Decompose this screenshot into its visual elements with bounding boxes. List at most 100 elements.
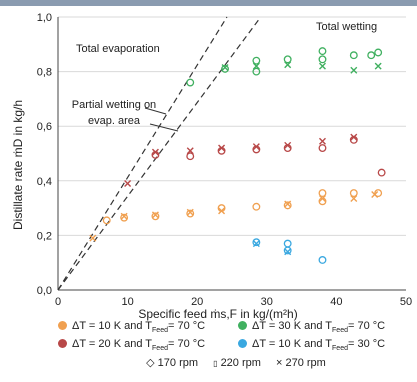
data-point-circle xyxy=(374,48,383,57)
x-tick-label: 50 xyxy=(400,296,412,308)
annotation-text: Partial wetting on xyxy=(72,99,156,111)
data-point-circle xyxy=(367,51,376,60)
y-tick-label: 0,0 xyxy=(37,285,52,297)
data-point-circle xyxy=(283,239,292,248)
legend-swatch xyxy=(238,321,247,330)
legend-label: ΔT = 30 K and T xyxy=(252,320,333,332)
data-point-circle xyxy=(151,212,160,221)
data-point-cross xyxy=(252,143,260,151)
data-point-stroke xyxy=(284,248,292,256)
legend-row-2: ΔT = 20 K and TFeed= 70 °C ΔT = 10 K and… xyxy=(58,338,414,354)
data-point-circle xyxy=(283,55,292,64)
x-axis-label: Specific feed ṁs,F in kg/(m²h) xyxy=(138,307,297,321)
x-tick-label: 10 xyxy=(121,296,133,308)
data-point-circle xyxy=(318,144,327,152)
legend-swatch xyxy=(238,339,247,348)
reference-lines xyxy=(57,16,262,291)
data-point-circle xyxy=(252,67,261,76)
data-point-cross xyxy=(124,180,132,188)
data-point-cross xyxy=(186,208,194,216)
data-point-cross xyxy=(284,141,292,149)
data-point-cross xyxy=(252,240,260,248)
data-point-circle xyxy=(349,189,358,198)
data-point-stroke xyxy=(186,208,194,216)
annotation-leader xyxy=(144,107,167,115)
data-point-cross xyxy=(89,234,97,242)
gridlines xyxy=(58,16,406,236)
data-point-circle xyxy=(377,168,386,177)
data-point-circle xyxy=(221,64,229,73)
data-point-cross xyxy=(151,148,159,156)
data-point-stroke xyxy=(252,240,260,248)
annotations: Total evaporation Total wetting Partial we… xyxy=(72,21,377,132)
y-tick-label: 1,0 xyxy=(37,12,52,24)
data-point-stroke xyxy=(218,207,226,215)
data-point-circle xyxy=(283,201,292,210)
data-points xyxy=(89,47,386,264)
data-point-circle xyxy=(252,56,261,65)
legend-item-dt30-70: ΔT = 30 K and TFeed= 70 °C xyxy=(238,320,385,334)
legend-swatch xyxy=(58,339,67,348)
data-point-cross xyxy=(218,207,226,215)
legend-label-sub: Feed xyxy=(152,345,168,353)
annotation-leader xyxy=(149,123,179,132)
data-point-stroke xyxy=(350,133,358,141)
data-point-cross xyxy=(252,62,260,70)
x-tick-label: 20 xyxy=(191,296,203,308)
data-point-circle xyxy=(252,238,261,247)
legend-item-dt20-70: ΔT = 20 K and TFeed= 70 °C xyxy=(58,338,205,352)
data-point-circle xyxy=(318,189,327,198)
data-point-circle xyxy=(318,256,327,264)
data-point-circle xyxy=(252,202,261,211)
data-point-cross xyxy=(221,64,229,71)
data-point-stroke xyxy=(374,62,382,70)
legend-label-sub: Feed xyxy=(152,327,168,335)
data-point-circle xyxy=(102,216,111,225)
x-tick-label: 40 xyxy=(330,296,342,308)
legend-item-dt10-70: ΔT = 10 K and TFeed= 70 °C xyxy=(58,320,205,334)
legend-label: ΔT = 10 K and T xyxy=(72,320,153,332)
data-point-stroke xyxy=(284,200,292,208)
legend-marker-220: ▯ 220 rpm xyxy=(213,357,261,369)
legend-label: ΔT = 10 K and T xyxy=(252,338,333,350)
annotation-text: evap. area xyxy=(88,115,141,127)
legend-marker-270: × 270 rpm xyxy=(276,357,326,369)
axes: 0,0 0,2 0,4 0,6 0,8 1,0 0 10 20 30 40 50 xyxy=(37,12,412,308)
data-point-cross xyxy=(284,200,292,208)
legend-label-end: = 70 °C xyxy=(168,320,206,332)
data-point-cross xyxy=(318,62,326,70)
data-point-cross xyxy=(284,248,292,256)
y-tick-label: 0,4 xyxy=(37,176,52,188)
legend-marker-label: 270 rpm xyxy=(285,357,326,369)
dashed-reference-line xyxy=(57,16,228,291)
data-point-cross xyxy=(350,66,358,74)
data-point-stroke xyxy=(89,234,97,242)
cross-icon: × xyxy=(275,357,283,369)
legend-label: ΔT = 20 K and T xyxy=(72,338,153,350)
window-top-bar xyxy=(0,0,417,6)
legend-swatch xyxy=(58,321,67,330)
data-point-cross xyxy=(120,212,128,220)
data-point-cross xyxy=(318,137,326,145)
y-tick-label: 0,8 xyxy=(37,67,52,79)
data-point-cross xyxy=(374,62,382,70)
legend-marker-170: ◇ 170 rpm xyxy=(146,357,198,369)
y-tick-label: 0,6 xyxy=(37,121,52,133)
data-point-stroke xyxy=(252,143,260,151)
legend-item-dt10-30: ΔT = 10 K and TFeed= 30 °C xyxy=(238,338,385,352)
data-point-stroke xyxy=(350,195,358,203)
data-point-stroke xyxy=(252,62,260,70)
data-point-stroke xyxy=(221,64,229,71)
legend-row-1: ΔT = 10 K and TFeed= 70 °C ΔT = 30 K and… xyxy=(58,320,414,336)
legend-label-end: = 30 °C xyxy=(348,338,386,350)
legend-marker-label: 220 rpm xyxy=(220,357,261,369)
data-point-circle xyxy=(318,197,327,206)
data-point-stroke xyxy=(318,62,326,70)
data-point-cross xyxy=(350,195,358,203)
data-point-stroke xyxy=(151,148,159,156)
data-point-cross xyxy=(218,144,226,152)
data-point-circle xyxy=(186,78,195,87)
data-point-stroke xyxy=(124,180,132,188)
bar-marker-icon: ▯ xyxy=(213,359,218,368)
